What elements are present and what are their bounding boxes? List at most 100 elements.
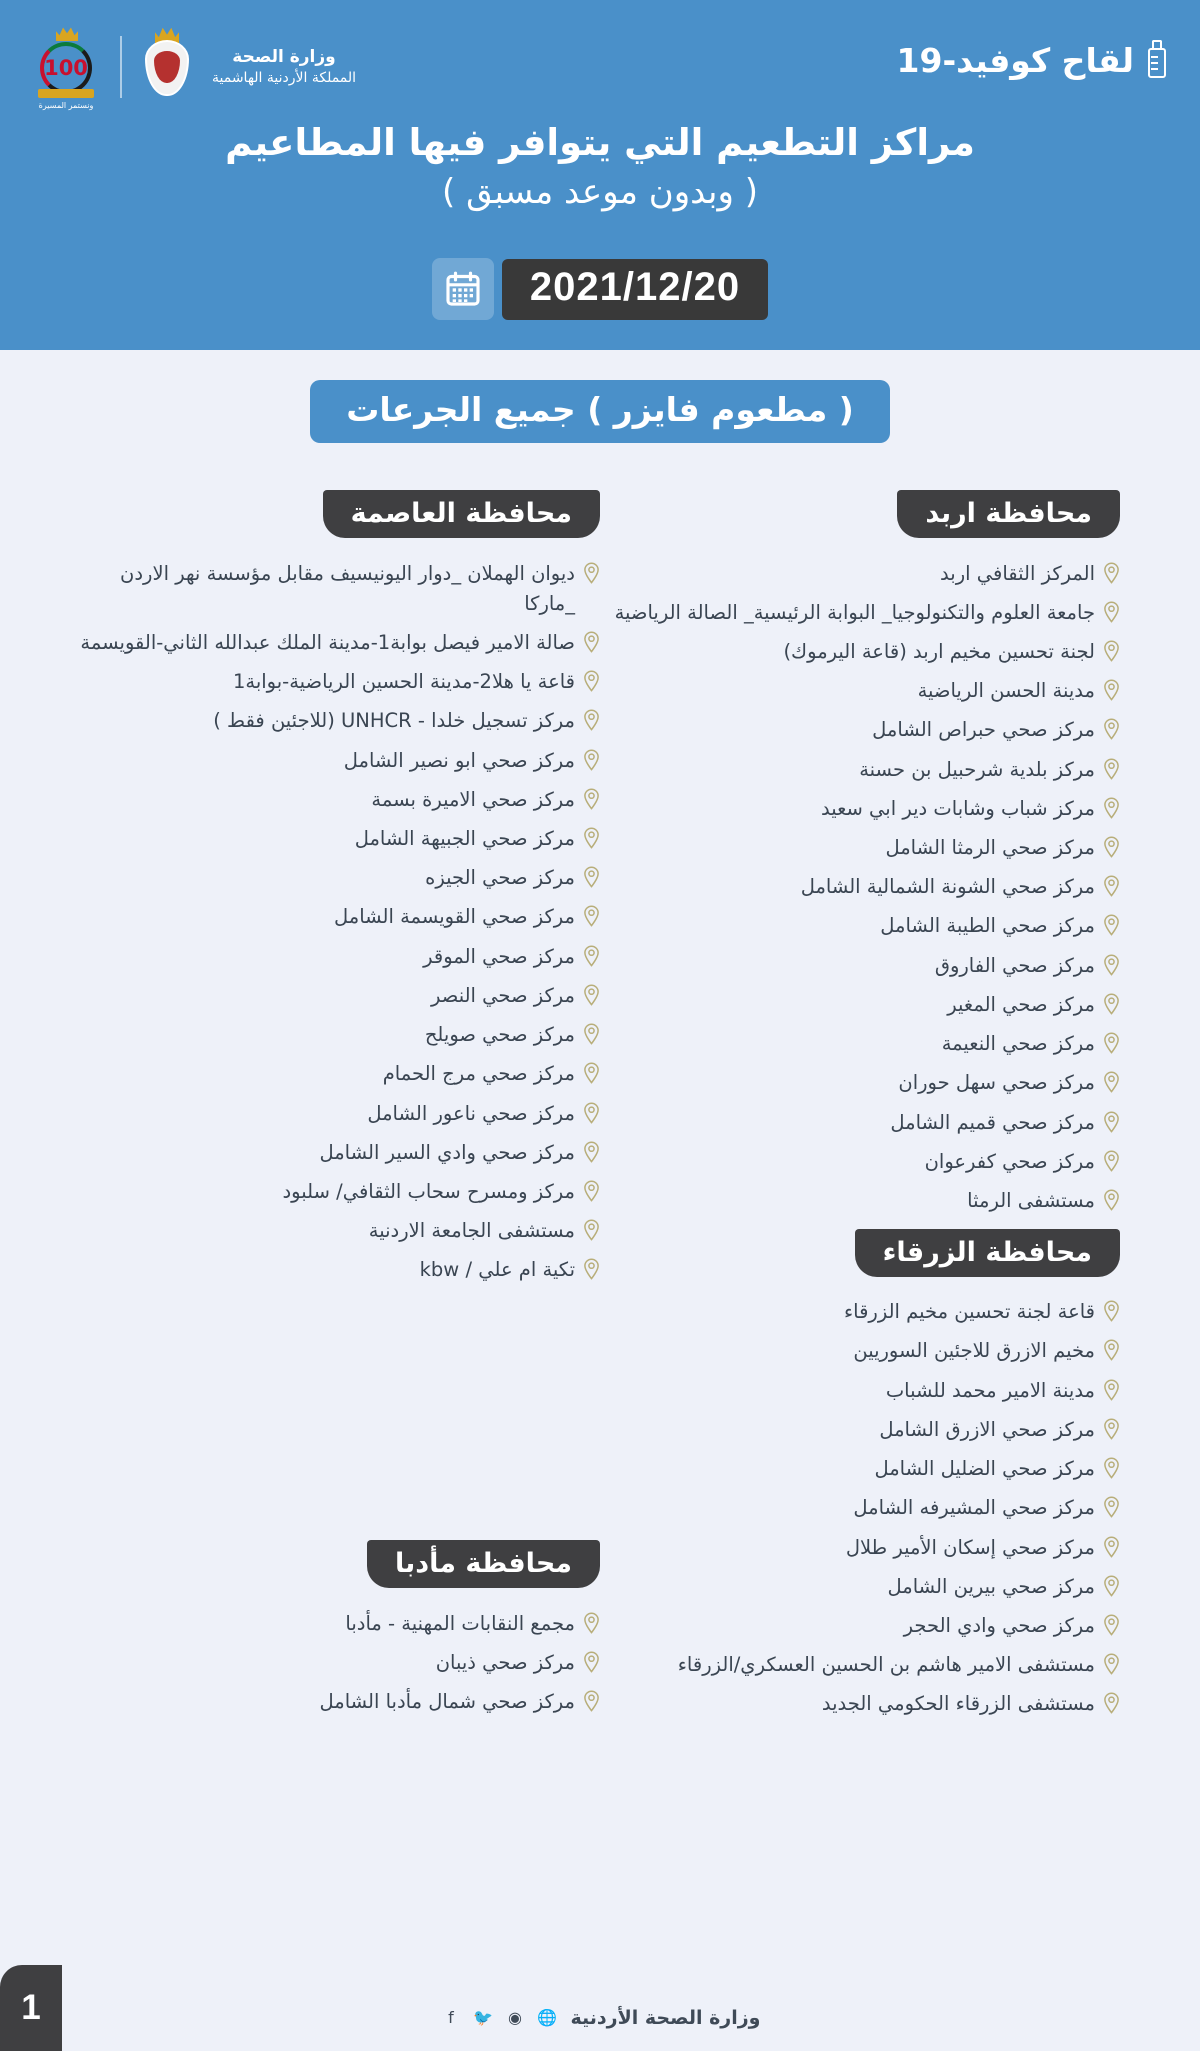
vaccination-center-name: ديوان الهملان _دوار اليونيسيف مقابل مؤسس… <box>120 561 575 615</box>
vaccination-center-name: مركز صحي ابو نصير الشامل <box>343 748 575 772</box>
social-links: f 🐦 ◉ 🌐 <box>440 2006 559 2029</box>
vaccination-center-name: مركز صحي الفاروق <box>934 953 1095 977</box>
vaccination-center-name: مركز صحي ناعور الشامل <box>367 1101 575 1125</box>
vaccination-center-name: مركز صحي القويسمة الشامل <box>334 905 575 929</box>
map-pin-icon <box>1103 1032 1120 1054</box>
vaccination-center-item: مركز صحي النصر <box>80 976 600 1015</box>
map-pin-icon <box>1103 875 1120 898</box>
page-title: مراكز التطعيم التي يتوافر فيها المطاعيم <box>225 121 975 164</box>
vaccination-center-list: قاعة لجنة تحسين مخيم الزرقاء مخيم الازرق … <box>600 1293 1120 1724</box>
vaccination-center-item: المركز الثقافي اربد <box>600 554 1120 593</box>
vaccination-center-item: مركز صحي الشونة الشمالية الشامل <box>600 868 1120 907</box>
map-pin-icon <box>583 1258 600 1281</box>
vaccination-center-item: مركز بلدية شرحبيل بن حسنة <box>600 750 1120 789</box>
vaccination-center-name: مركز صحي الجبيهة الشامل <box>354 827 575 851</box>
vaccination-center-name: مركز صحي النصر <box>431 983 575 1007</box>
vaccination-center-item: مركز صحي ناعور الشامل <box>80 1094 600 1133</box>
instagram-icon[interactable]: ◉ <box>508 2008 522 2027</box>
vaccination-center-name: مركز صحي الضليل الشامل <box>874 1457 1095 1481</box>
vaccination-center-name: مركز صحي وادي السير الشامل <box>319 1140 575 1164</box>
vaccination-center-name: قاعة يا هلا2-مدينة الحسين الرياضية-بوابة… <box>232 670 575 694</box>
vaccination-center-name: مركز بلدية شرحبيل بن حسنة <box>859 757 1095 781</box>
page-header: لقاح كوفيد-19 وزارة الصحة المملكة الأردن… <box>0 0 1200 350</box>
vaccination-center-item: مركز صحي النعيمة <box>600 1025 1120 1064</box>
map-pin-icon <box>1103 1418 1120 1440</box>
vaccination-center-item: مركز صحي الرمثا الشامل <box>600 829 1120 868</box>
centenary-number: 100 <box>44 56 88 80</box>
vaccination-center-item: مدينة الحسن الرياضية <box>600 672 1120 711</box>
map-pin-icon <box>583 1141 600 1163</box>
governorate-column-right: محافظة العاصمة ديوان الهملان _دوار اليوني… <box>60 490 600 1732</box>
map-pin-icon <box>1103 1535 1120 1558</box>
governorate-block: محافظة العاصمة ديوان الهملان _دوار اليوني… <box>80 490 600 1290</box>
vaccination-center-item: تكية ام علي / kbw <box>80 1251 600 1290</box>
map-pin-icon <box>583 1062 600 1085</box>
vaccination-center-item: مركز صحي حبراص الشامل <box>600 711 1120 750</box>
vaccination-center-name: مركز تسجيل خلدا - UNHCR (للاجئين فقط ) <box>213 709 575 733</box>
vaccination-center-name: مركز صحي الشونة الشمالية الشامل <box>800 875 1095 899</box>
vaccination-center-item: مركز صحي الجيزه <box>80 859 600 898</box>
vaccination-center-item: مركز صحي قميم الشامل <box>600 1103 1120 1142</box>
governorate-header-row: محافظة الزرقاء <box>600 1228 1120 1277</box>
vaccination-center-item: جامعة العلوم والتكنولوجيا_ البوابة الرئي… <box>600 593 1120 632</box>
vaccination-center-name: مركز صحي كفرعوان <box>924 1149 1095 1173</box>
vaccination-center-item: مستشفى الرمثا <box>600 1182 1120 1221</box>
vaccination-center-item: مركز شباب وشابات دير ابي سعيد <box>600 789 1120 828</box>
vaccination-center-name: مدينة الحسن الرياضية <box>917 679 1095 703</box>
map-pin-icon <box>583 984 600 1006</box>
governorate-header-row: محافظة اربد <box>600 490 1120 538</box>
vaccination-center-name: تكية ام علي / kbw <box>419 1258 575 1282</box>
vaccination-center-name: مدينة الامير محمد للشباب <box>885 1378 1095 1402</box>
vaccination-center-item: مركز تسجيل خلدا - UNHCR (للاجئين فقط ) <box>80 702 600 741</box>
vaccination-center-name: صالة الامير فيصل بوابة1-مدينة الملك عبدا… <box>80 630 575 654</box>
map-pin-icon <box>1103 1379 1120 1401</box>
page-footer: وزارة الصحة الأردنية f 🐦 ◉ 🌐 1 <box>0 1961 1200 2051</box>
map-pin-icon <box>583 709 600 732</box>
map-pin-icon <box>1103 1300 1120 1323</box>
map-pin-icon <box>583 1690 600 1712</box>
date-row: 2021/12/20 <box>0 258 1200 320</box>
map-pin-icon <box>1103 954 1120 976</box>
website-icon[interactable]: 🌐 <box>537 2008 557 2027</box>
twitter-icon[interactable]: 🐦 <box>473 2008 493 2027</box>
footer-ministry-text: وزارة الصحة الأردنية <box>570 2006 761 2029</box>
vaccination-center-name: مركز صحي الاميرة بسمة <box>371 787 575 811</box>
vaccination-center-item: صالة الامير فيصل بوابة1-مدينة الملك عبدا… <box>80 623 600 662</box>
map-pin-icon <box>1103 1071 1120 1094</box>
map-pin-icon <box>583 1023 600 1045</box>
vaccination-center-item: قاعة يا هلا2-مدينة الحسين الرياضية-بوابة… <box>80 663 600 702</box>
vaccination-center-name: مركز صحي الرمثا الشامل <box>885 836 1095 860</box>
governorate-header: محافظة مأدبا <box>366 1540 600 1589</box>
ministry-name: وزارة الصحة المملكة الأردنية الهاشمية <box>212 46 356 88</box>
map-pin-icon <box>1103 1575 1120 1597</box>
vaccination-center-name: مجمع النقابات المهنية - مأدبا <box>345 1611 575 1635</box>
centenary-logo-icon: 100 ونستمر المسيرة <box>28 24 106 110</box>
facebook-icon[interactable]: f <box>448 2008 454 2027</box>
map-pin-icon <box>1103 718 1120 741</box>
governorate-block: محافظة مأدبا مجمع النقابات المهنية - مأدب… <box>80 1540 600 1722</box>
map-pin-icon <box>1103 1692 1120 1715</box>
page-subtitle: ( وبدون موعد مسبق ) <box>442 172 758 212</box>
map-pin-icon <box>583 1180 600 1202</box>
vaccination-center-name: مركز صحي حبراص الشامل <box>872 718 1095 742</box>
vaccination-center-item: مستشفى الامير هاشم بن الحسين العسكري/الز… <box>600 1646 1120 1685</box>
vaccination-center-item: مركز صحي مرج الحمام <box>80 1055 600 1094</box>
vaccination-center-name: مركز صحي الازرق الشامل <box>879 1417 1095 1441</box>
vaccination-center-name: مخيم الازرق للاجئين السوريين <box>853 1339 1095 1363</box>
vaccination-center-item: مخيم الازرق للاجئين السوريين <box>600 1332 1120 1371</box>
vaccination-center-name: مستشفى الزرقاء الحكومي الجديد <box>821 1692 1095 1716</box>
map-pin-icon <box>1103 640 1120 662</box>
map-pin-icon <box>1103 561 1120 584</box>
vaccination-center-name: جامعة العلوم والتكنولوجيا_ البوابة الرئي… <box>614 600 1095 624</box>
map-pin-icon <box>583 631 600 653</box>
vaccination-center-item: ديوان الهملان _دوار اليونيسيف مقابل مؤسس… <box>80 554 600 623</box>
vaccination-center-name: مستشفى الرمثا <box>967 1189 1095 1212</box>
vaccination-center-item: مركز صحي الاميرة بسمة <box>80 780 600 819</box>
vaccination-center-item: مركز صحي سهل حوران <box>600 1064 1120 1103</box>
vaccination-center-item: مدينة الامير محمد للشباب <box>600 1371 1120 1410</box>
vaccination-center-item: مركز صحي الطيبة الشامل <box>600 907 1120 946</box>
map-pin-icon <box>583 749 600 771</box>
vaccination-center-item: مركز صحي الضليل الشامل <box>600 1450 1120 1489</box>
ministry-name-line1: وزارة الصحة <box>232 47 336 68</box>
